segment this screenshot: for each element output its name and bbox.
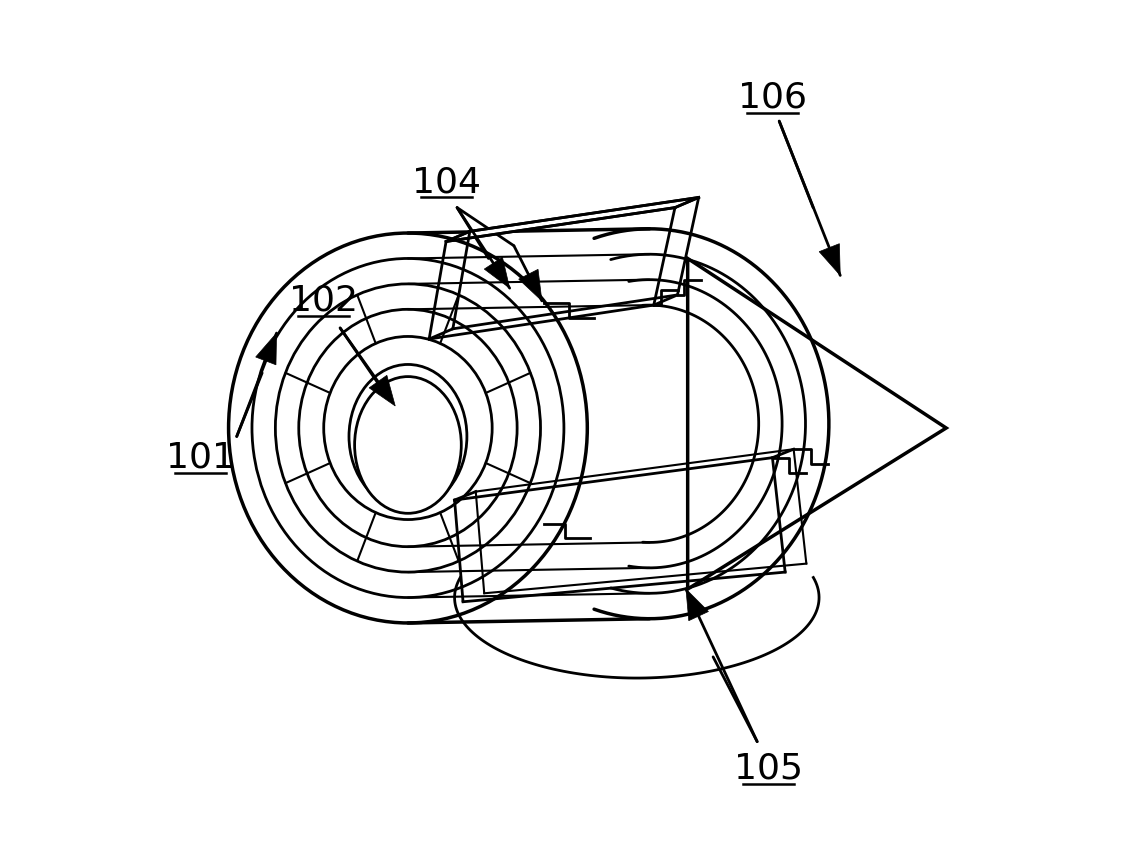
Polygon shape [485,257,510,288]
Polygon shape [686,589,709,621]
Text: 106: 106 [737,80,807,115]
Text: 102: 102 [289,284,357,318]
Polygon shape [819,244,840,276]
Text: 105: 105 [734,752,802,786]
Ellipse shape [355,377,461,514]
Polygon shape [687,259,946,589]
Polygon shape [369,375,395,406]
Text: 104: 104 [412,165,480,199]
Polygon shape [256,333,277,365]
Text: 101: 101 [166,441,234,475]
Polygon shape [519,270,542,300]
Polygon shape [446,198,699,241]
